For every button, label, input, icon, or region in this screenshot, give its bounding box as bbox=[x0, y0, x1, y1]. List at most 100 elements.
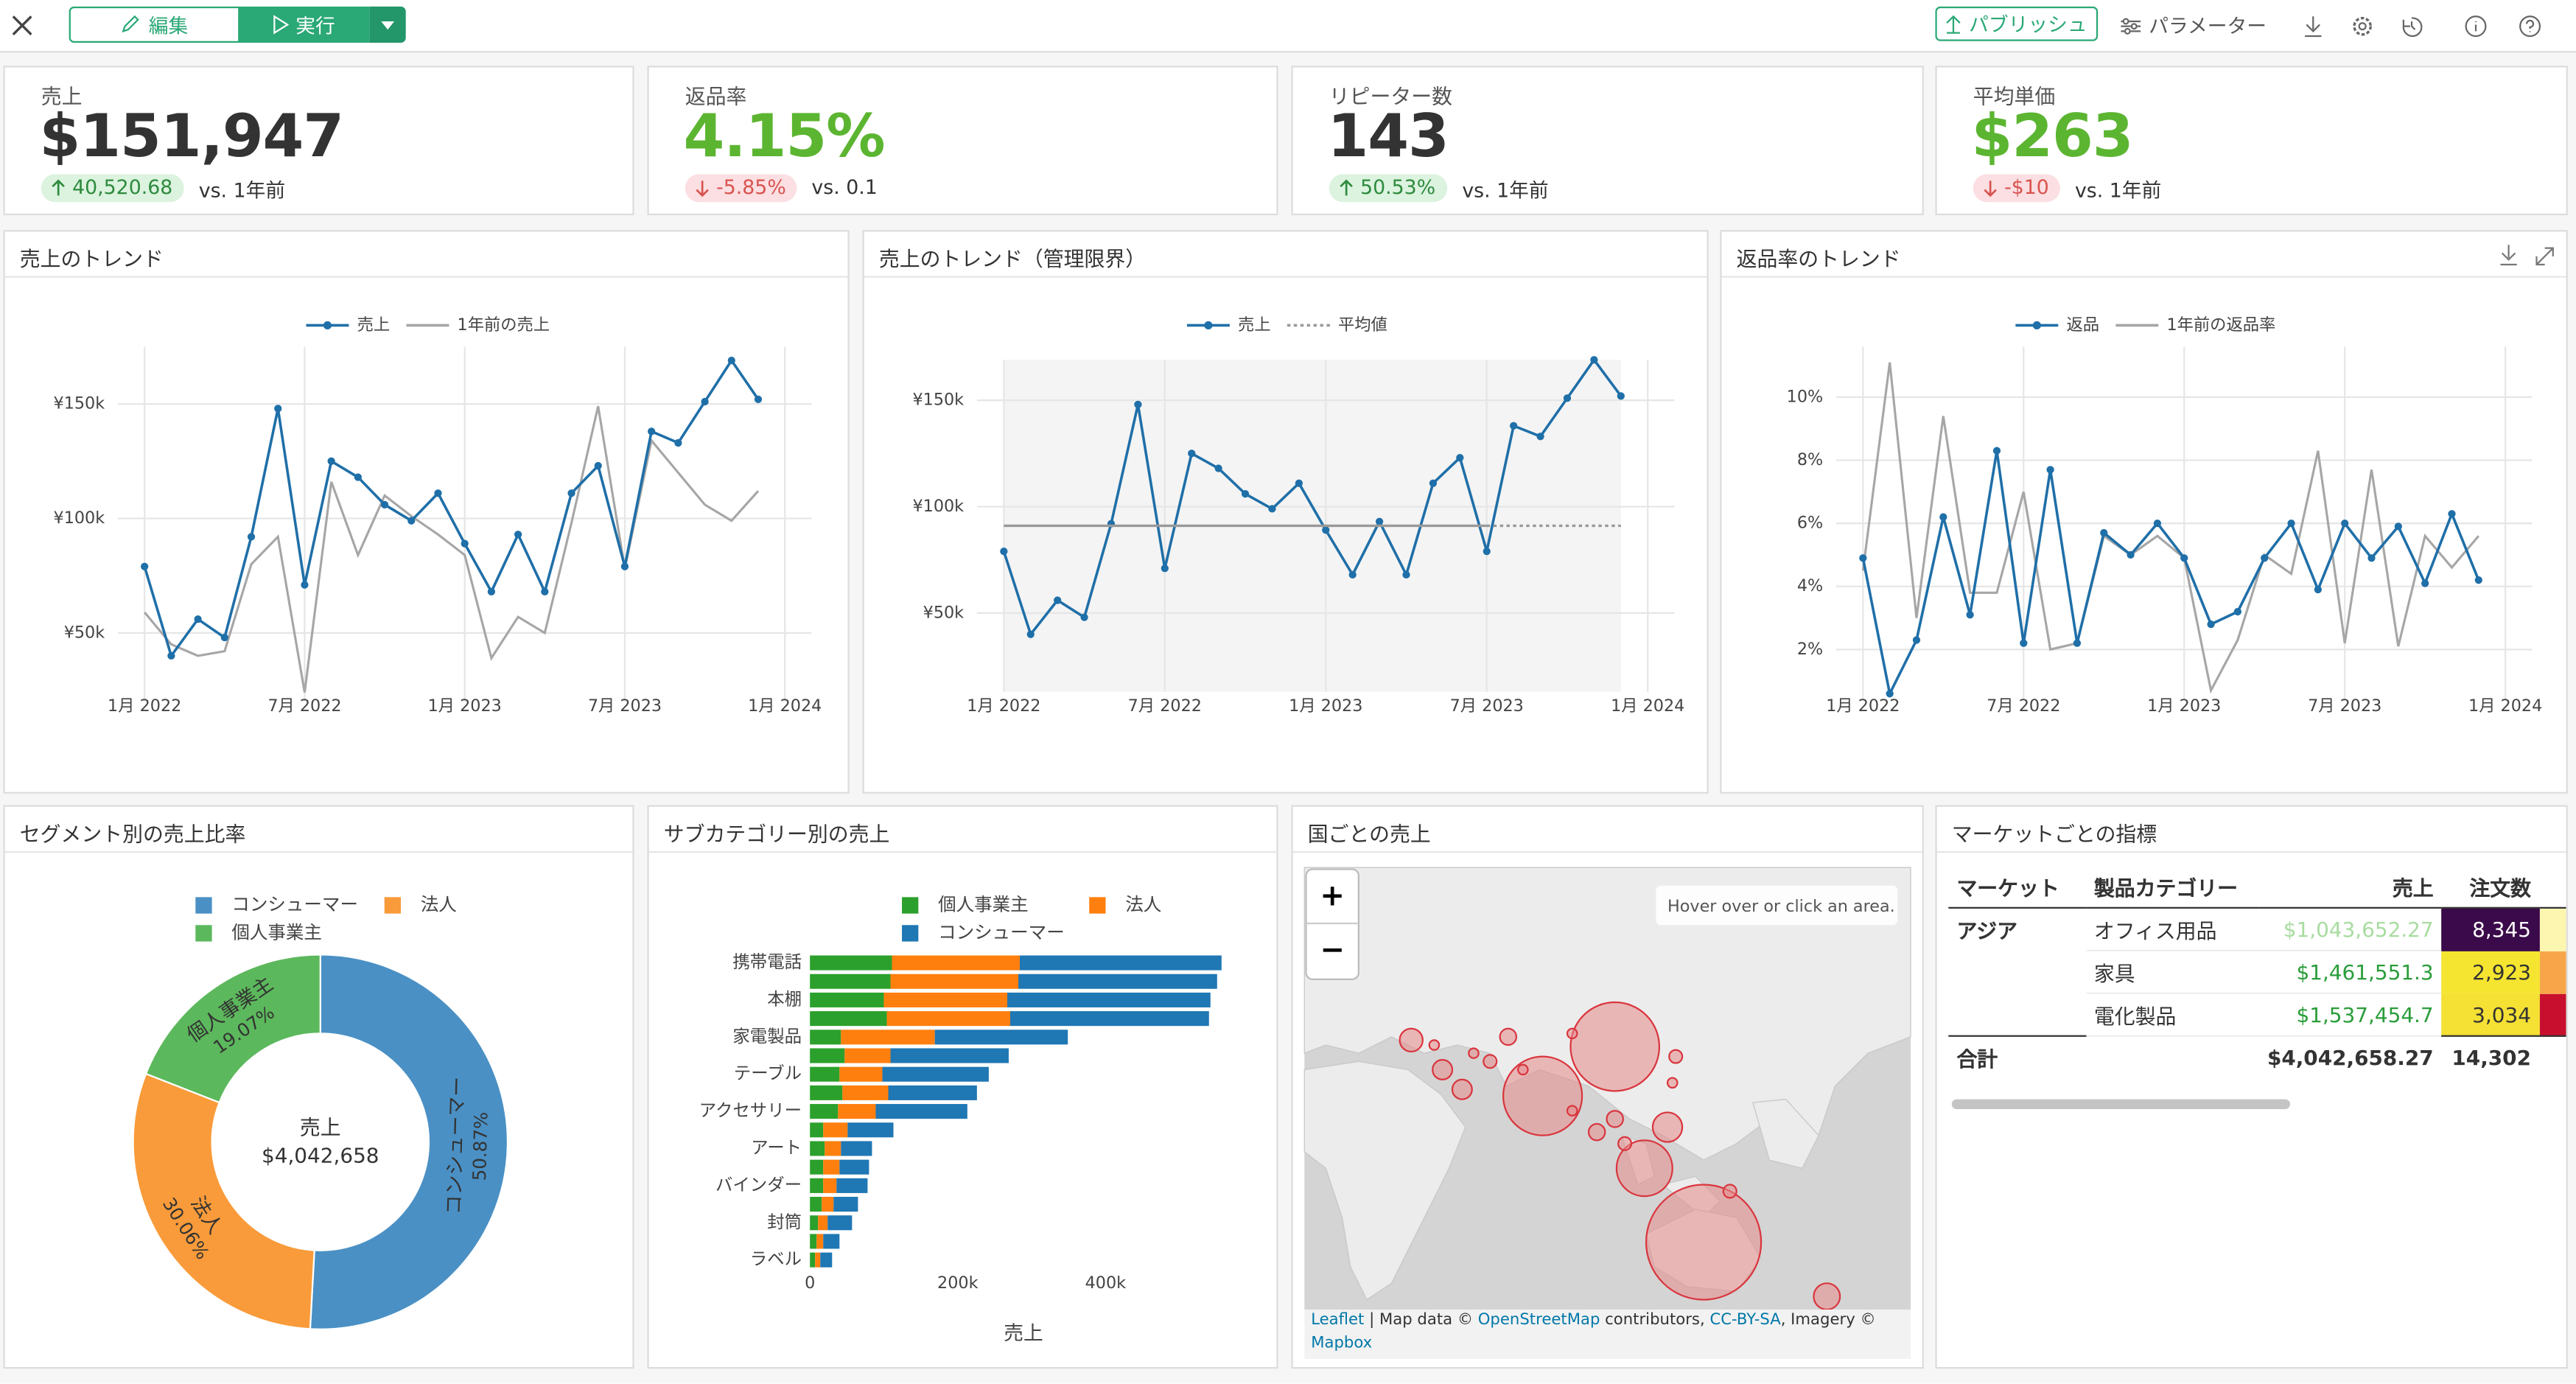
kpi-change: -5.85% bbox=[685, 174, 798, 203]
run-dropdown[interactable] bbox=[369, 6, 406, 43]
point bbox=[1402, 570, 1410, 579]
publish-button[interactable]: パブリッシュ bbox=[1935, 6, 2099, 41]
legend-dot bbox=[323, 321, 332, 330]
point bbox=[1375, 517, 1384, 525]
kpi-change: -$10 bbox=[1973, 174, 2061, 203]
column-header: マーケット bbox=[1956, 876, 2059, 901]
zoom-in-button[interactable]: + bbox=[1320, 878, 1345, 912]
bar-segment bbox=[839, 1159, 869, 1175]
info-icon[interactable] bbox=[2465, 15, 2487, 38]
kpi-comparison: vs. 1年前 bbox=[1462, 179, 1549, 203]
kpi-value: 4.15% bbox=[683, 103, 886, 171]
return-rate-panel: 返品率のトレンド 2% 4% 6% 8% 10% 1月 2022 7月 2022 1月 202… bbox=[1720, 230, 2568, 794]
point bbox=[407, 517, 416, 525]
kpi-title: 売上 bbox=[41, 83, 83, 109]
x-tick-label: 200k bbox=[937, 1273, 979, 1293]
change-arrow bbox=[1984, 181, 1997, 198]
attribution-box bbox=[1304, 1309, 1911, 1359]
legend-label: 法人 bbox=[1125, 894, 1161, 915]
sales-trend-panel: 売上のトレンド ¥50k ¥100k ¥150k 1月 2022 7月 2022 1月 2… bbox=[3, 230, 850, 794]
arrow bbox=[1984, 181, 1997, 198]
table-cell: 家具 bbox=[2085, 950, 2259, 994]
bar-segment bbox=[810, 1215, 819, 1231]
segment-panel: セグメント別の売上比率 コンシューマー 法人 個人事業主 コンシューマー 50.87% 法… bbox=[3, 805, 634, 1369]
point bbox=[1483, 547, 1491, 556]
bar-segment bbox=[827, 1215, 853, 1231]
x-tick-label: 7月 2023 bbox=[1450, 696, 1524, 716]
column-header: 売上 bbox=[2392, 876, 2434, 901]
zoom-out-button[interactable]: − bbox=[1320, 933, 1345, 967]
point bbox=[594, 461, 602, 470]
bar-segment bbox=[1020, 955, 1222, 971]
bar-segment bbox=[1007, 992, 1211, 1007]
y-tick-label: 本棚 bbox=[767, 988, 802, 1009]
point bbox=[1966, 611, 1974, 619]
column-header: 注文数 bbox=[2469, 876, 2531, 901]
change-arrow bbox=[52, 179, 65, 196]
help-icon[interactable] bbox=[2519, 15, 2541, 38]
link[interactable]: Leaflet bbox=[1311, 1311, 1365, 1329]
download-icon[interactable] bbox=[2500, 245, 2517, 266]
table-cell: $1,461,551.3 bbox=[2258, 950, 2442, 994]
point bbox=[1080, 613, 1088, 621]
subcategory-panel: サブカテゴリー別の売上 個人事業主 法人 コンシューマー 携帯電話 本棚 家電製品 テーブル… bbox=[647, 805, 1278, 1369]
bar-segment bbox=[886, 1011, 1010, 1027]
parameters-button[interactable]: パラメーター bbox=[2119, 8, 2267, 43]
link[interactable]: CC-BY-SA bbox=[1709, 1311, 1781, 1329]
link[interactable]: OpenStreetMap bbox=[1477, 1311, 1600, 1329]
bar-segment bbox=[810, 1252, 816, 1268]
y-tick-label: 10% bbox=[1787, 387, 1824, 406]
bar-segment bbox=[875, 1104, 967, 1119]
x-tick-label: 7月 2022 bbox=[267, 696, 341, 716]
legend-label: コンシューマー bbox=[231, 894, 358, 915]
close-button[interactable] bbox=[12, 15, 33, 36]
kpi-comparison: vs. 1年前 bbox=[198, 179, 286, 203]
bar-segment bbox=[842, 1085, 889, 1100]
map[interactable]: + − Hover over or click an area. bbox=[1293, 807, 1924, 1369]
kpi-value: 143 bbox=[1327, 103, 1449, 171]
header-row: マーケット 製品カテゴリー 売上 注文数 bbox=[1948, 866, 2566, 908]
settings-icon[interactable] bbox=[2353, 16, 2372, 36]
point bbox=[567, 489, 575, 497]
cut-column bbox=[2539, 866, 2566, 908]
edit-button[interactable]: 編集 bbox=[69, 6, 240, 43]
link[interactable]: Mapbox bbox=[1311, 1334, 1373, 1352]
point bbox=[487, 587, 496, 596]
point bbox=[2207, 620, 2215, 629]
point bbox=[1859, 554, 1867, 562]
table-cell: オフィス用品 bbox=[2085, 907, 2259, 951]
point bbox=[727, 356, 735, 365]
y-tick-label: アート bbox=[751, 1137, 802, 1158]
x-tick-label: 1月 2023 bbox=[2147, 696, 2221, 716]
point bbox=[220, 633, 228, 642]
point bbox=[1886, 690, 1894, 698]
expand-icon[interactable] bbox=[2535, 247, 2554, 266]
bar-segment bbox=[810, 1141, 825, 1156]
series-line bbox=[143, 405, 760, 693]
point bbox=[1617, 392, 1625, 400]
history-icon[interactable] bbox=[2402, 17, 2423, 38]
control-chart-panel: 売上のトレンド（管理限界） ¥50k ¥100k ¥150k 1月 2022 7月 20… bbox=[862, 230, 1709, 794]
point bbox=[701, 397, 709, 406]
point bbox=[648, 427, 656, 436]
point bbox=[1429, 479, 1438, 487]
bar-segment bbox=[810, 1104, 839, 1119]
download-icon[interactable] bbox=[2305, 16, 2322, 38]
point bbox=[2153, 519, 2162, 528]
donut-slice bbox=[144, 954, 321, 1104]
point bbox=[2287, 519, 2295, 528]
x-tick-label: 0 bbox=[805, 1273, 815, 1293]
legend-label: 個人事業主 bbox=[938, 894, 1029, 915]
point bbox=[2073, 639, 2082, 647]
y-tick-label: ¥150k bbox=[912, 391, 964, 410]
legend-swatch bbox=[384, 897, 402, 914]
bar-segment bbox=[823, 1122, 848, 1138]
cut-cell bbox=[2539, 950, 2566, 993]
scrollbar[interactable] bbox=[1951, 1099, 2291, 1109]
legend-item: 1年前の売上 bbox=[406, 315, 550, 335]
point bbox=[1000, 547, 1008, 556]
run-button[interactable]: 実行 bbox=[238, 6, 370, 43]
total-cell: 14,302 bbox=[2451, 1045, 2531, 1070]
bar-segment bbox=[892, 955, 1021, 971]
